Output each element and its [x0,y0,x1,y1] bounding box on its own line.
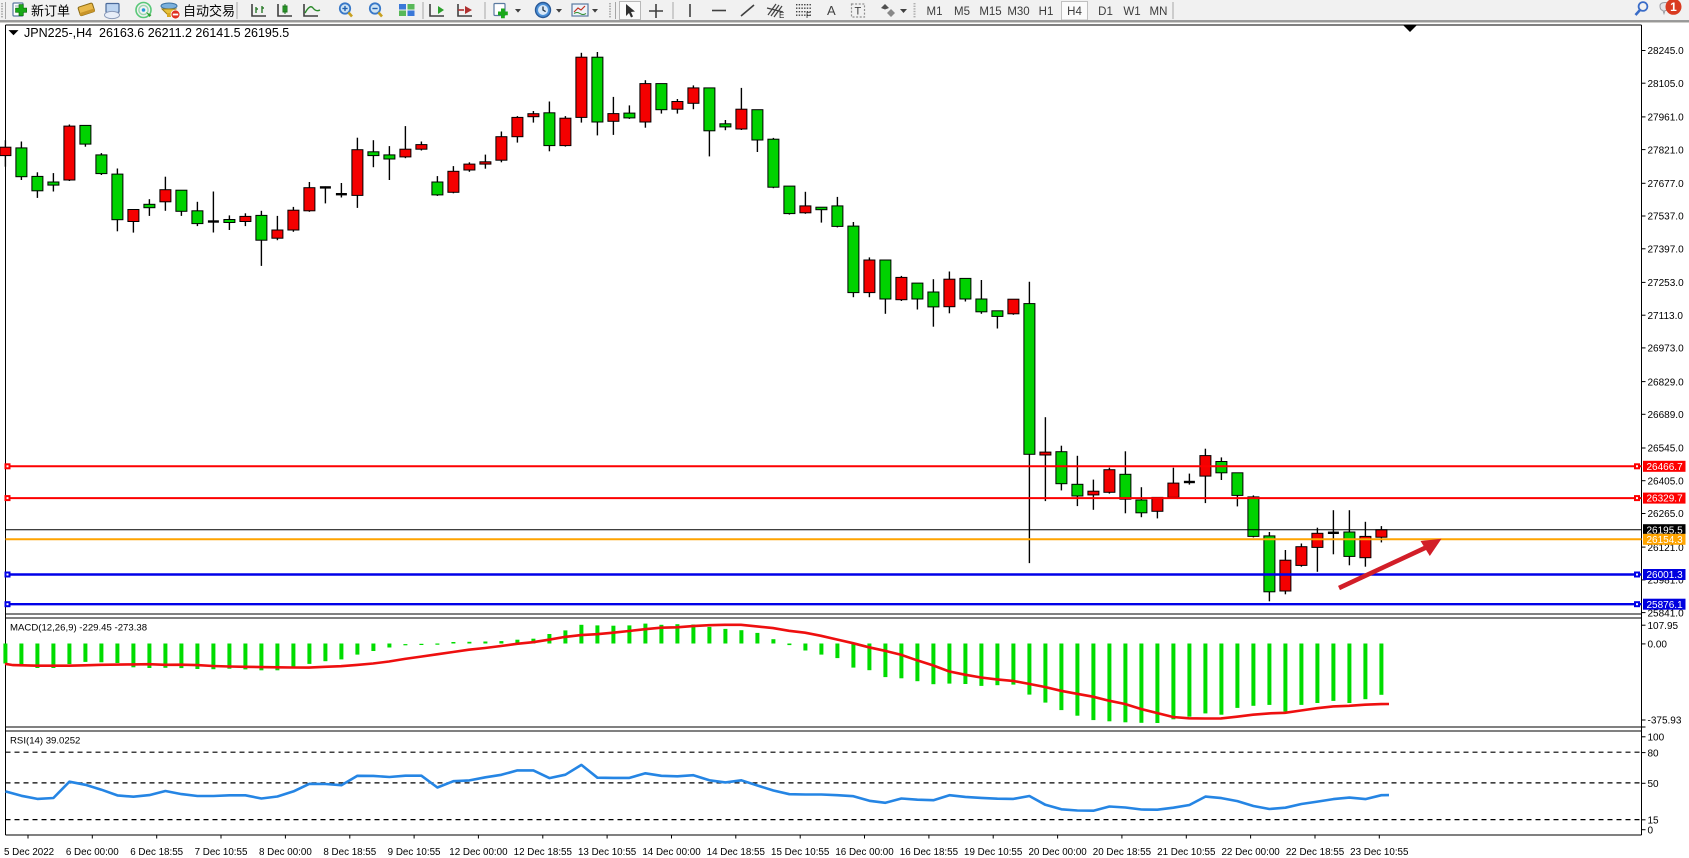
svg-text:26405.0: 26405.0 [1648,476,1685,487]
svg-text:5 Dec 2022: 5 Dec 2022 [4,847,54,858]
svg-text:M1: M1 [927,6,943,18]
svg-text:M15: M15 [979,6,1001,18]
svg-text:A: A [827,3,836,18]
svg-text:27397.0: 27397.0 [1648,244,1685,255]
svg-text:26265.0: 26265.0 [1648,509,1685,520]
svg-text:MN: MN [1150,6,1168,18]
svg-text:12 Dec 00:00: 12 Dec 00:00 [449,847,508,858]
svg-text:27113.0: 27113.0 [1648,310,1684,321]
svg-text:26121.0: 26121.0 [1648,542,1685,553]
svg-text:28245.0: 28245.0 [1648,46,1685,57]
svg-text:M5: M5 [954,6,970,18]
svg-text:26973.0: 26973.0 [1648,343,1685,354]
svg-text:15 Dec 10:55: 15 Dec 10:55 [771,847,830,858]
svg-text:25841.0: 25841.0 [1648,608,1685,619]
svg-text:14 Dec 00:00: 14 Dec 00:00 [642,847,701,858]
svg-text:28105.0: 28105.0 [1648,78,1685,89]
svg-text:1: 1 [1670,0,1677,14]
svg-text:6 Dec 00:00: 6 Dec 00:00 [66,847,119,858]
svg-text:H1: H1 [1039,6,1054,18]
svg-text:7 Dec 10:55: 7 Dec 10:55 [195,847,248,858]
svg-text:W1: W1 [1123,6,1140,18]
svg-text:6 Dec 18:55: 6 Dec 18:55 [130,847,183,858]
svg-text:新订单: 新订单 [31,4,70,19]
svg-text:107.95: 107.95 [1648,620,1679,631]
svg-text:26195.5: 26195.5 [1647,525,1684,536]
svg-text:自动交易: 自动交易 [183,4,235,19]
svg-text:E: E [779,11,784,20]
svg-text:21 Dec 10:55: 21 Dec 10:55 [1157,847,1216,858]
svg-text:50: 50 [1648,779,1660,790]
svg-text:16 Dec 00:00: 16 Dec 00:00 [835,847,894,858]
svg-text:26329.7: 26329.7 [1647,493,1684,504]
svg-text:26689.0: 26689.0 [1648,410,1685,421]
svg-text:19 Dec 10:55: 19 Dec 10:55 [964,847,1023,858]
svg-text:T: T [855,6,862,18]
svg-text:80: 80 [1648,748,1660,759]
svg-text:RSI(14) 39.0252: RSI(14) 39.0252 [10,735,80,746]
svg-text:-375.93: -375.93 [1648,715,1682,726]
svg-text:MACD(12,26,9) -229.45 -273.38: MACD(12,26,9) -229.45 -273.38 [10,622,147,633]
svg-text:14 Dec 18:55: 14 Dec 18:55 [707,847,766,858]
svg-text:H4: H4 [1067,6,1082,18]
svg-text:26001.3: 26001.3 [1647,570,1684,581]
svg-text:25876.1: 25876.1 [1647,599,1684,610]
svg-text:0: 0 [1648,825,1654,836]
svg-text:100: 100 [1648,732,1665,743]
svg-text:JPN225-,H4 26163.6 26211.2 26: JPN225-,H4 26163.6 26211.2 26141.5 26195… [24,25,289,39]
svg-text:12 Dec 18:55: 12 Dec 18:55 [514,847,573,858]
svg-text:22 Dec 18:55: 22 Dec 18:55 [1286,847,1345,858]
svg-text:8 Dec 18:55: 8 Dec 18:55 [323,847,376,858]
svg-text:26466.7: 26466.7 [1647,461,1684,472]
svg-text:20 Dec 18:55: 20 Dec 18:55 [1093,847,1152,858]
svg-text:27961.0: 27961.0 [1648,112,1685,123]
svg-text:26545.0: 26545.0 [1648,443,1685,454]
svg-text:16 Dec 18:55: 16 Dec 18:55 [900,847,959,858]
svg-text:20 Dec 00:00: 20 Dec 00:00 [1028,847,1087,858]
svg-text:26829.0: 26829.0 [1648,377,1685,388]
svg-text:M30: M30 [1007,6,1029,18]
svg-text:0.00: 0.00 [1648,639,1668,650]
svg-text:22 Dec 00:00: 22 Dec 00:00 [1221,847,1280,858]
svg-text:F: F [806,11,811,20]
svg-text:27677.0: 27677.0 [1648,179,1685,190]
svg-text:13 Dec 10:55: 13 Dec 10:55 [578,847,637,858]
svg-text:25981.0: 25981.0 [1648,575,1685,586]
svg-text:27537.0: 27537.0 [1648,211,1685,222]
svg-text:23 Dec 10:55: 23 Dec 10:55 [1350,847,1409,858]
svg-text:27253.0: 27253.0 [1648,278,1685,289]
svg-text:26154.3: 26154.3 [1647,534,1684,545]
svg-text:8 Dec 00:00: 8 Dec 00:00 [259,847,312,858]
svg-text:D1: D1 [1098,6,1113,18]
svg-text:15: 15 [1648,815,1660,826]
svg-text:27821.0: 27821.0 [1648,145,1685,156]
svg-text:9 Dec 10:55: 9 Dec 10:55 [388,847,441,858]
